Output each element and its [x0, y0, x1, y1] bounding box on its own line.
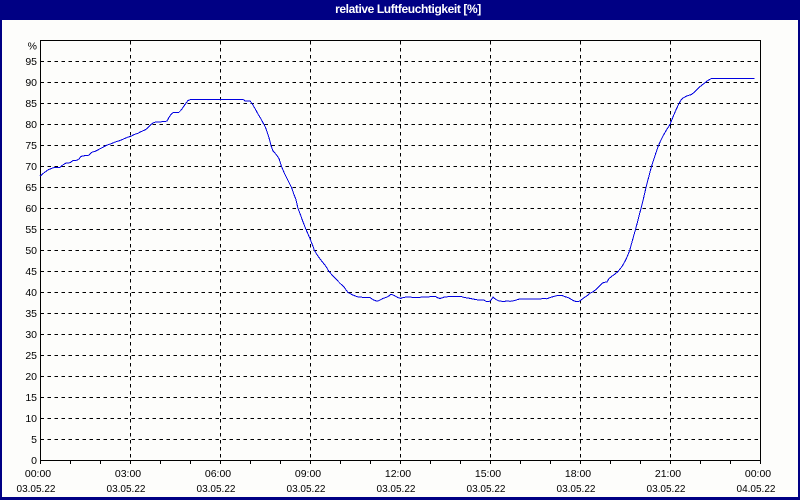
svg-text:75: 75 [25, 140, 37, 152]
svg-text:90: 90 [25, 77, 37, 89]
svg-text:85: 85 [25, 98, 37, 110]
svg-text:65: 65 [25, 182, 37, 194]
svg-text:12:00: 12:00 [385, 468, 411, 480]
svg-text:04.05.22: 04.05.22 [737, 484, 776, 495]
svg-text:03.05.22: 03.05.22 [467, 484, 506, 495]
svg-text:20: 20 [25, 371, 37, 383]
svg-text:60: 60 [25, 203, 37, 215]
svg-text:40: 40 [25, 287, 37, 299]
svg-text:15:00: 15:00 [475, 468, 501, 480]
svg-text:35: 35 [25, 308, 37, 320]
svg-text:21:00: 21:00 [655, 468, 681, 480]
svg-text:10: 10 [25, 413, 37, 425]
svg-text:80: 80 [25, 119, 37, 131]
svg-text:03:00: 03:00 [115, 468, 141, 480]
svg-text:03.05.22: 03.05.22 [647, 484, 686, 495]
svg-text:00:00: 00:00 [745, 468, 771, 480]
svg-text:95: 95 [25, 56, 37, 68]
svg-text:18:00: 18:00 [565, 468, 591, 480]
svg-text:00:00: 00:00 [25, 468, 51, 480]
svg-text:50: 50 [25, 245, 37, 257]
svg-text:30: 30 [25, 329, 37, 341]
svg-text:03.05.22: 03.05.22 [107, 484, 146, 495]
svg-text:03.05.22: 03.05.22 [287, 484, 326, 495]
svg-text:09:00: 09:00 [295, 468, 321, 480]
svg-text:25: 25 [25, 350, 37, 362]
svg-text:70: 70 [25, 161, 37, 173]
svg-text:03.05.22: 03.05.22 [377, 484, 416, 495]
svg-text:45: 45 [25, 266, 37, 278]
svg-text:0: 0 [31, 455, 37, 467]
svg-text:15: 15 [25, 392, 37, 404]
svg-text:03.05.22: 03.05.22 [197, 484, 236, 495]
svg-text:03.05.22: 03.05.22 [17, 484, 56, 495]
svg-text:%: % [28, 41, 37, 53]
svg-text:55: 55 [25, 224, 37, 236]
svg-text:06:00: 06:00 [205, 468, 231, 480]
svg-text:5: 5 [31, 434, 37, 446]
svg-text:03.05.22: 03.05.22 [557, 484, 596, 495]
